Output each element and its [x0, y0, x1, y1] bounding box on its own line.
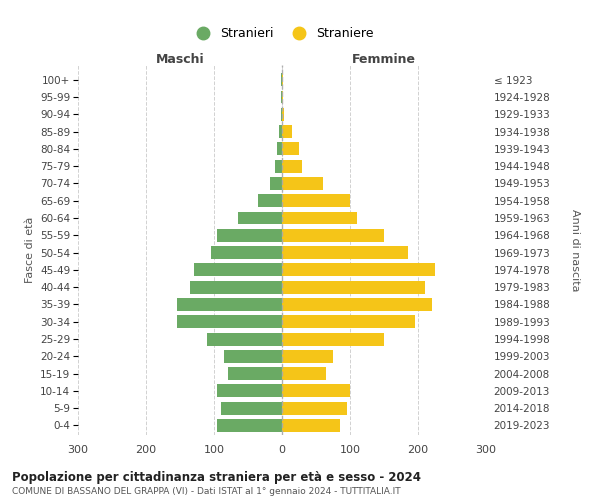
Bar [282, 108, 284, 121]
Bar [282, 367, 326, 380]
Bar [282, 246, 408, 259]
Y-axis label: Anni di nascita: Anni di nascita [570, 209, 580, 291]
Bar [282, 419, 340, 432]
Bar [282, 125, 292, 138]
Bar [282, 212, 357, 224]
Text: Maschi: Maschi [155, 53, 205, 66]
Text: Popolazione per cittadinanza straniera per età e sesso - 2024: Popolazione per cittadinanza straniera p… [12, 471, 421, 484]
Bar [282, 73, 283, 86]
Bar [282, 384, 350, 398]
Legend: Stranieri, Straniere: Stranieri, Straniere [187, 23, 377, 44]
Bar [227, 367, 282, 380]
Bar [282, 229, 384, 242]
Bar [282, 280, 425, 293]
Y-axis label: Fasce di età: Fasce di età [25, 217, 35, 283]
Bar [217, 384, 282, 398]
Bar [190, 280, 282, 293]
Bar [281, 90, 282, 104]
Text: COMUNE DI BASSANO DEL GRAPPA (VI) - Dati ISTAT al 1° gennaio 2024 - TUTTITALIA.I: COMUNE DI BASSANO DEL GRAPPA (VI) - Dati… [12, 487, 401, 496]
Bar [282, 194, 350, 207]
Bar [176, 298, 282, 311]
Bar [281, 108, 282, 121]
Bar [282, 177, 323, 190]
Bar [224, 350, 282, 363]
Bar [207, 332, 282, 345]
Bar [282, 332, 384, 345]
Bar [194, 264, 282, 276]
Bar [282, 350, 333, 363]
Bar [278, 125, 282, 138]
Bar [282, 90, 283, 104]
Bar [238, 212, 282, 224]
Bar [282, 402, 347, 414]
Text: Femmine: Femmine [352, 53, 416, 66]
Bar [270, 177, 282, 190]
Bar [282, 160, 302, 172]
Bar [176, 316, 282, 328]
Bar [282, 316, 415, 328]
Bar [258, 194, 282, 207]
Bar [282, 264, 435, 276]
Bar [282, 298, 431, 311]
Bar [211, 246, 282, 259]
Bar [221, 402, 282, 414]
Bar [275, 160, 282, 172]
Bar [281, 73, 282, 86]
Bar [217, 229, 282, 242]
Bar [217, 419, 282, 432]
Bar [277, 142, 282, 156]
Bar [282, 142, 299, 156]
